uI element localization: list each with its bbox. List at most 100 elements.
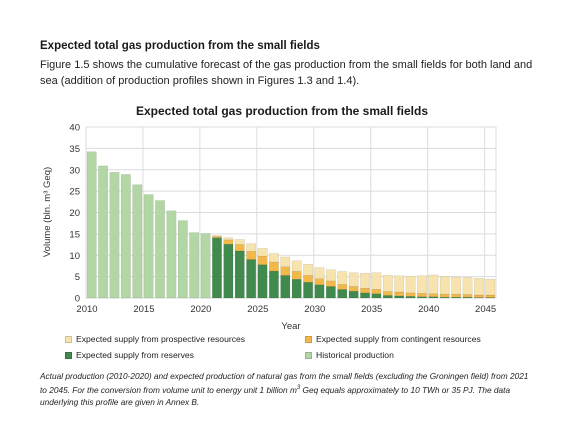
y-tick-label: 20 — [69, 208, 80, 219]
bar-contingent-2037 — [394, 291, 405, 297]
legend-swatch-contingent — [305, 335, 312, 343]
x-tick-label: 2040 — [418, 304, 439, 315]
bar-prospective-2032 — [337, 271, 348, 285]
bar-historical-2012 — [109, 172, 120, 299]
legend-label-reserves: Expected supply from reserves — [76, 350, 194, 360]
bar-contingent-2023 — [234, 244, 245, 252]
bar-prospective-2041 — [439, 275, 450, 295]
bar-prospective-2029 — [303, 264, 313, 276]
bar-prospective-2036 — [382, 275, 393, 292]
bar-contingent-2027 — [280, 266, 291, 276]
bar-contingent-2038 — [405, 292, 416, 297]
bar-historical-2018 — [177, 220, 188, 299]
bar-reserves-2028 — [291, 278, 302, 299]
bar-prospective-2033 — [348, 272, 359, 287]
bar-historical-2017 — [166, 210, 177, 299]
y-tick-label: 15 — [69, 229, 80, 240]
bar-contingent-2043 — [462, 294, 473, 298]
bar-contingent-2026 — [269, 261, 279, 272]
bar-prospective-2042 — [451, 276, 462, 295]
legend-label-prospective: Expected supply from prospective resourc… — [76, 334, 246, 344]
bar-contingent-2029 — [303, 275, 313, 283]
bar-reserves-2025 — [257, 264, 268, 299]
bar-prospective-2045 — [485, 278, 496, 296]
bar-contingent-2033 — [348, 286, 359, 292]
grid-lines — [85, 126, 497, 299]
bar-contingent-2024 — [246, 251, 257, 260]
bar-prospective-2022 — [223, 237, 234, 241]
x-tick-label: 2025 — [247, 304, 268, 315]
bar-prospective-2025 — [257, 248, 268, 257]
bar-prospective-2039 — [417, 275, 427, 294]
x-axis-label: Year — [281, 321, 300, 332]
bar-contingent-2041 — [439, 293, 450, 298]
bar-prospective-2044 — [474, 278, 484, 296]
caption-text-2: Geq equals approximately to 10 TWh or 35… — [40, 385, 511, 408]
bar-historical-2011 — [98, 165, 108, 299]
bar-contingent-2028 — [291, 271, 302, 280]
x-tick-label: 2020 — [190, 304, 211, 315]
bar-prospective-2021 — [212, 235, 222, 237]
bar-reserves-2024 — [246, 259, 257, 299]
bar-prospective-2024 — [246, 243, 257, 252]
legend-label-contingent: Expected supply from contingent resource… — [316, 334, 481, 344]
bar-prospective-2027 — [280, 256, 291, 267]
y-axis-label: Volume (bln. m³ Geq) — [42, 167, 53, 257]
bar-prospective-2037 — [394, 275, 405, 293]
chart-title: Expected total gas production from the s… — [135, 104, 429, 118]
legend-swatch-reserves — [65, 351, 72, 359]
legend-item-historical: Historical production — [305, 350, 394, 360]
x-tick-label: 2045 — [475, 304, 496, 315]
caption-text-1: Actual production (2010-2020) and expect… — [40, 371, 529, 396]
bar-reserves-2021 — [212, 237, 222, 299]
bar-prospective-2030 — [314, 267, 325, 279]
y-tick-label: 0 — [75, 294, 80, 305]
bar-reserves-2026 — [269, 270, 279, 299]
bar-prospective-2043 — [462, 277, 473, 295]
bars — [86, 151, 496, 299]
y-tick-label: 5 — [75, 272, 80, 283]
bar-reserves-2037 — [394, 295, 405, 299]
y-tick-label: 30 — [69, 165, 80, 176]
bar-prospective-2040 — [428, 274, 439, 294]
bar-reserves-2032 — [337, 289, 348, 299]
x-tick-label: 2035 — [361, 304, 382, 315]
bar-contingent-2044 — [474, 294, 484, 298]
legend-item-prospective: Expected supply from prospective resourc… — [65, 334, 245, 344]
x-tick-label: 2030 — [304, 304, 325, 315]
caption-superscript: 3 — [296, 385, 301, 392]
bar-reserves-2036 — [382, 295, 393, 299]
bar-historical-2015 — [143, 194, 154, 299]
bar-contingent-2030 — [314, 278, 325, 285]
bar-contingent-2034 — [360, 287, 370, 294]
bar-contingent-2045 — [485, 294, 496, 298]
bar-reserves-2022 — [223, 243, 234, 299]
bar-contingent-2040 — [428, 293, 439, 297]
bar-prospective-2034 — [360, 273, 370, 289]
intro-paragraph: Figure 1.5 shows the cumulative forecast… — [40, 59, 533, 87]
bar-prospective-2038 — [405, 275, 416, 294]
bar-reserves-2029 — [303, 281, 313, 299]
bar-reserves-2031 — [325, 286, 336, 299]
bar-historical-2016 — [155, 200, 165, 299]
bar-reserves-2023 — [234, 250, 245, 299]
bar-historical-2020 — [200, 233, 211, 299]
bar-contingent-2036 — [382, 291, 393, 296]
y-tick-label: 10 — [69, 251, 80, 262]
bar-prospective-2026 — [269, 253, 279, 263]
bar-contingent-2032 — [337, 284, 348, 290]
bar-historical-2019 — [189, 232, 200, 299]
figure-caption: Actual production (2010-2020) and expect… — [40, 370, 530, 409]
bar-reserves-2034 — [360, 292, 370, 299]
bar-reserves-2038 — [405, 296, 416, 299]
bar-reserves-2033 — [348, 290, 359, 299]
legend-swatch-historical — [305, 351, 312, 359]
bar-contingent-2031 — [325, 280, 336, 287]
bar-contingent-2035 — [371, 289, 382, 294]
x-tick-label: 2015 — [133, 304, 154, 315]
bar-contingent-2042 — [451, 293, 462, 298]
legend-item-contingent: Expected supply from contingent resource… — [305, 334, 481, 344]
bar-historical-2013 — [120, 174, 131, 299]
